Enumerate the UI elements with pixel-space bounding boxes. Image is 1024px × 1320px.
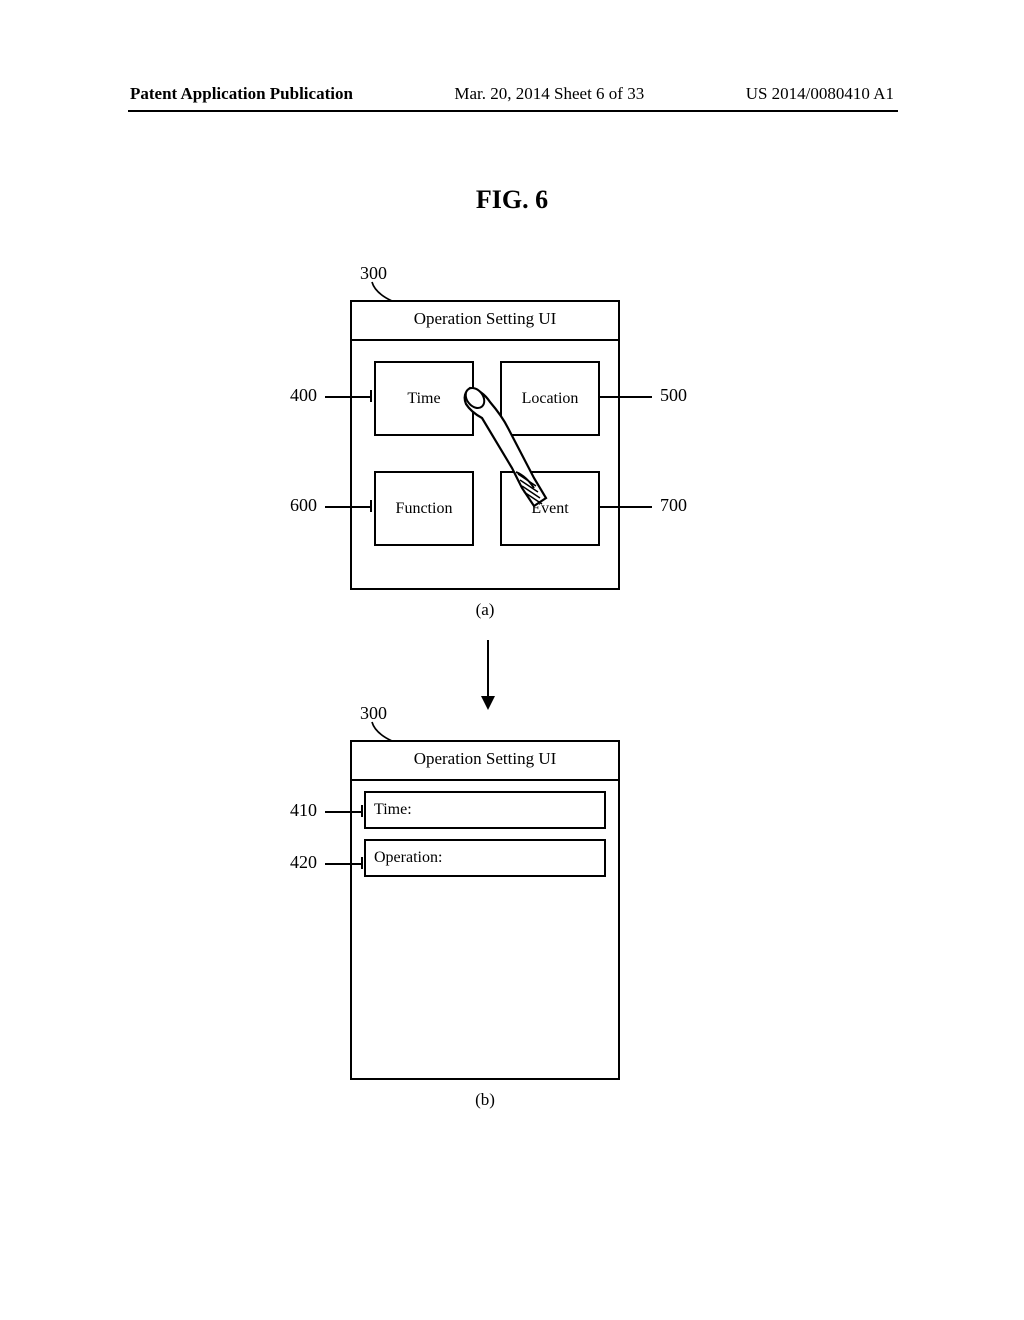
header-rule: [128, 110, 898, 112]
row-operation[interactable]: Operation:: [364, 839, 606, 877]
panel-a-grid: Time Location Function Event: [352, 341, 618, 571]
header-center: Mar. 20, 2014 Sheet 6 of 33: [454, 84, 644, 104]
panel-b: Operation Setting UI Time: Operation:: [350, 740, 620, 1080]
header-left: Patent Application Publication: [130, 84, 353, 104]
ref-500: 500: [660, 385, 687, 406]
panel-a: Operation Setting UI Time Location Funct…: [350, 300, 620, 590]
row-operation-label: Operation:: [374, 849, 442, 867]
leader-400: [325, 396, 372, 398]
sublabel-b: (b): [350, 1090, 620, 1110]
leader-410: [325, 811, 363, 813]
row-time[interactable]: Time:: [364, 791, 606, 829]
sublabel-a: (a): [350, 600, 620, 620]
tick-500: [598, 390, 600, 402]
ref-420: 420: [290, 852, 317, 873]
ref-400: 400: [290, 385, 317, 406]
tile-function[interactable]: Function: [374, 471, 474, 546]
panel-a-title: Operation Setting UI: [352, 302, 618, 341]
row-time-label: Time:: [374, 801, 412, 819]
figure-title: FIG. 6: [0, 185, 1024, 215]
tick-410: [361, 805, 363, 817]
panel-b-title: Operation Setting UI: [352, 742, 618, 781]
leader-700: [600, 506, 652, 508]
tick-700: [598, 500, 600, 512]
tile-event[interactable]: Event: [500, 471, 600, 546]
tick-400: [370, 390, 372, 402]
leader-500: [600, 396, 652, 398]
header-right: US 2014/0080410 A1: [746, 84, 894, 104]
tile-time-label: Time: [407, 390, 440, 408]
tick-600: [370, 500, 372, 512]
tile-location-label: Location: [522, 390, 579, 408]
tile-function-label: Function: [396, 500, 453, 518]
ref-700: 700: [660, 495, 687, 516]
leader-420: [325, 863, 363, 865]
tile-location[interactable]: Location: [500, 361, 600, 436]
tick-420: [361, 857, 363, 869]
tile-time[interactable]: Time: [374, 361, 474, 436]
page-header: Patent Application Publication Mar. 20, …: [0, 84, 1024, 104]
tile-event-label: Event: [531, 500, 568, 518]
leader-600: [325, 506, 372, 508]
ref-410: 410: [290, 800, 317, 821]
flow-arrow-icon: [478, 640, 498, 710]
ref-600: 600: [290, 495, 317, 516]
